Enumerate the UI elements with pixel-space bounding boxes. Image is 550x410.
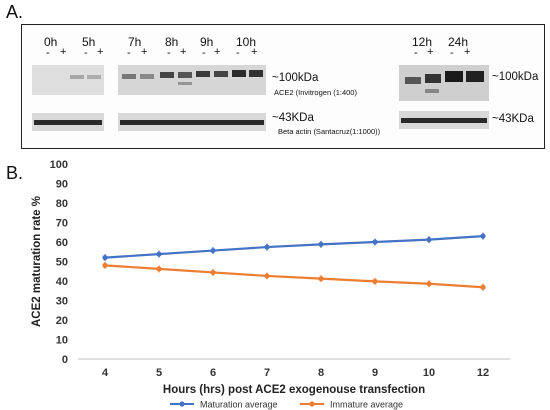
legend-marker bbox=[179, 401, 185, 407]
y-tick-label: 70 bbox=[56, 218, 68, 230]
actin-antibody-note: Beta actin (Santacruz(1:1000)) bbox=[278, 127, 381, 136]
timepoint-label: 12h bbox=[412, 35, 433, 49]
y-tick-label: 20 bbox=[56, 315, 68, 327]
y-axis-title: ACE2 maturation rate % bbox=[31, 196, 43, 327]
data-point bbox=[426, 237, 432, 243]
plus-label: + bbox=[427, 46, 434, 58]
legend-marker bbox=[309, 401, 315, 407]
plus-label: + bbox=[180, 46, 187, 58]
timepoint-label: 7h bbox=[128, 35, 142, 49]
actin-kda-label-right: ~43KDa bbox=[492, 113, 534, 125]
series-line-immature bbox=[104, 264, 484, 289]
data-point bbox=[480, 284, 486, 290]
legend-label: Maturation average bbox=[200, 400, 278, 410]
data-point bbox=[372, 278, 378, 284]
minus-label: - bbox=[167, 47, 171, 59]
minus-label: - bbox=[414, 47, 418, 59]
x-tick-label: 8 bbox=[318, 367, 324, 379]
data-point bbox=[156, 251, 162, 257]
plus-label: + bbox=[214, 46, 221, 58]
minus-label: - bbox=[450, 47, 454, 59]
data-point bbox=[426, 281, 432, 287]
actin-blot-strip-right bbox=[399, 111, 489, 129]
legend-label: Immature average bbox=[330, 400, 403, 410]
actin-blot-strip-middle bbox=[118, 113, 266, 131]
x-axis-title: Hours (hrs) post ACE2 exogenouse transfe… bbox=[163, 384, 425, 396]
x-tick-label: 7 bbox=[264, 367, 270, 379]
ace2-kda-label-right: ~100kDa bbox=[492, 71, 539, 83]
y-tick-label: 40 bbox=[56, 276, 68, 288]
y-tick-label: 90 bbox=[56, 179, 68, 191]
timepoint-label: 0h bbox=[44, 35, 58, 49]
data-point bbox=[102, 255, 108, 261]
y-tick-label: 80 bbox=[56, 198, 68, 210]
data-point bbox=[156, 266, 162, 272]
y-tick-label: 30 bbox=[56, 296, 68, 308]
data-point bbox=[264, 273, 270, 279]
y-tick-label: 60 bbox=[56, 237, 68, 249]
minus-label: - bbox=[236, 47, 240, 59]
timepoint-label: 5h bbox=[82, 35, 96, 49]
data-point bbox=[372, 239, 378, 245]
x-tick-label: 4 bbox=[102, 367, 109, 379]
data-point bbox=[210, 247, 216, 254]
data-point bbox=[210, 269, 216, 276]
y-tick-label: 10 bbox=[56, 335, 68, 347]
timepoint-label: 8h bbox=[165, 35, 179, 49]
plus-label: + bbox=[251, 46, 258, 58]
ace2-antibody-note: ACE2 (Invitrogen (1:400) bbox=[274, 88, 357, 97]
ace2-blot-strip-right bbox=[399, 65, 489, 101]
plus-label: + bbox=[141, 46, 148, 58]
series-line-maturation bbox=[104, 235, 484, 259]
minus-label: - bbox=[127, 47, 131, 59]
panel-b-label: B. bbox=[6, 163, 24, 183]
data-point bbox=[102, 262, 108, 268]
minus-label: - bbox=[84, 47, 88, 59]
timepoint-label: 10h bbox=[236, 35, 257, 49]
x-tick-label: 10 bbox=[423, 367, 435, 379]
minus-label: - bbox=[202, 47, 206, 59]
x-tick-label: 6 bbox=[210, 367, 216, 379]
x-tick-label: 9 bbox=[372, 367, 378, 379]
plus-label: + bbox=[60, 46, 67, 58]
data-point bbox=[264, 244, 270, 250]
minus-label: - bbox=[46, 47, 50, 59]
y-tick-label: 100 bbox=[50, 159, 68, 171]
ace2-kda-label: ~100kDa bbox=[272, 72, 319, 84]
x-tick-label: 12 bbox=[477, 367, 489, 379]
ace2-blot-strip-middle bbox=[118, 65, 266, 95]
plus-label: + bbox=[464, 46, 471, 58]
timepoint-label: 24h bbox=[448, 35, 469, 49]
panel-a-label: A. bbox=[6, 2, 24, 22]
y-tick-label: 50 bbox=[56, 257, 68, 269]
plus-label: + bbox=[97, 46, 104, 58]
ace2-blot-strip-left bbox=[32, 65, 104, 95]
actin-blot-strip-left bbox=[32, 113, 104, 131]
x-tick-label: 5 bbox=[156, 367, 162, 379]
data-point bbox=[480, 233, 486, 239]
maturation-line-chart: 0 10 20 30 40 50 60 70 80 90 100 4 5 6 7 8 9 10 12 Hours (h… bbox=[31, 159, 510, 410]
timepoint-label: 9h bbox=[200, 35, 214, 49]
western-blot-panel: 0h 5h 7h 8h 9h 10h 12h 24h - + - + - + -… bbox=[21, 24, 545, 149]
actin-kda-label: ~43KDa bbox=[272, 112, 314, 124]
data-point bbox=[318, 241, 324, 247]
y-tick-label: 0 bbox=[62, 354, 68, 366]
data-point bbox=[318, 276, 324, 282]
